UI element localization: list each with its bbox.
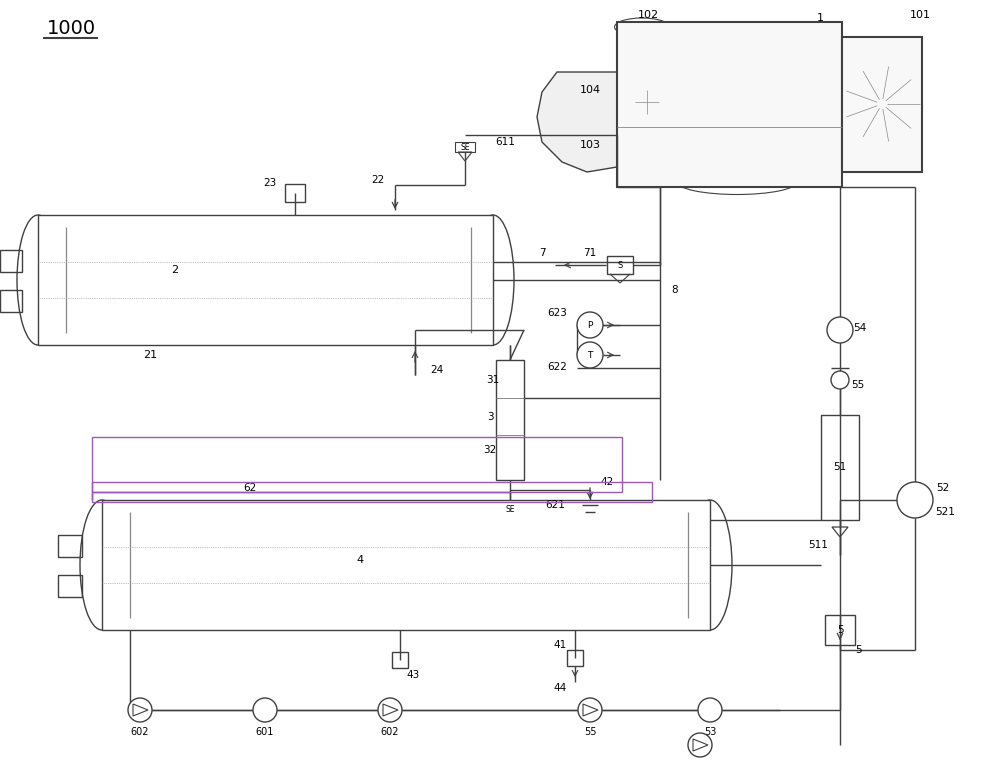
Polygon shape bbox=[537, 72, 617, 172]
Circle shape bbox=[698, 698, 722, 722]
Text: 32: 32 bbox=[483, 445, 497, 455]
Ellipse shape bbox=[17, 215, 59, 345]
Circle shape bbox=[577, 312, 603, 338]
Text: 622: 622 bbox=[547, 362, 567, 372]
Text: 621: 621 bbox=[545, 500, 565, 510]
Text: 602: 602 bbox=[131, 727, 149, 737]
Text: 21: 21 bbox=[143, 350, 157, 360]
Text: 521: 521 bbox=[935, 507, 955, 517]
Bar bbox=[285, 184, 305, 202]
Text: 1: 1 bbox=[816, 13, 824, 23]
Text: 52: 52 bbox=[936, 483, 950, 493]
Text: 104: 104 bbox=[579, 85, 601, 95]
Circle shape bbox=[378, 698, 402, 722]
Bar bbox=[102, 500, 710, 630]
Text: 71: 71 bbox=[583, 248, 597, 258]
Text: 62: 62 bbox=[243, 483, 257, 493]
Text: 43: 43 bbox=[406, 670, 420, 680]
Text: 55: 55 bbox=[584, 727, 596, 737]
Bar bbox=[496, 360, 524, 480]
Text: 2: 2 bbox=[171, 265, 179, 275]
Text: 51: 51 bbox=[833, 462, 847, 472]
Text: 8: 8 bbox=[672, 285, 678, 295]
Bar bbox=[58, 535, 82, 557]
Circle shape bbox=[831, 371, 849, 389]
Circle shape bbox=[688, 733, 712, 757]
Bar bbox=[842, 37, 922, 172]
Text: 53: 53 bbox=[704, 727, 716, 737]
Text: 602: 602 bbox=[381, 727, 399, 737]
Text: 44: 44 bbox=[553, 683, 567, 693]
Text: 41: 41 bbox=[553, 640, 567, 650]
Text: 4: 4 bbox=[356, 555, 364, 565]
Text: 5: 5 bbox=[855, 645, 861, 655]
Text: 1000: 1000 bbox=[47, 19, 96, 38]
Bar bbox=[567, 650, 583, 666]
Bar bbox=[455, 142, 475, 152]
Text: 611: 611 bbox=[495, 137, 515, 147]
Bar bbox=[58, 575, 82, 597]
Text: T: T bbox=[587, 350, 593, 359]
Circle shape bbox=[253, 698, 277, 722]
Bar bbox=[0, 290, 22, 312]
Text: 24: 24 bbox=[430, 365, 444, 375]
Text: 7: 7 bbox=[539, 248, 545, 258]
Text: 42: 42 bbox=[600, 477, 614, 487]
Text: SE: SE bbox=[505, 506, 515, 515]
Bar bbox=[825, 615, 855, 645]
Bar bbox=[392, 652, 408, 668]
Bar bbox=[92, 482, 652, 502]
Ellipse shape bbox=[614, 18, 670, 36]
Circle shape bbox=[897, 482, 933, 518]
Text: 3: 3 bbox=[487, 412, 493, 422]
Text: 623: 623 bbox=[547, 308, 567, 318]
Text: 103: 103 bbox=[580, 140, 600, 150]
Ellipse shape bbox=[80, 500, 124, 630]
Text: 602: 602 bbox=[691, 740, 709, 750]
Text: 22: 22 bbox=[371, 175, 385, 185]
Circle shape bbox=[577, 342, 603, 368]
Text: 23: 23 bbox=[263, 178, 277, 188]
Text: S: S bbox=[617, 261, 623, 270]
Bar bbox=[0, 250, 22, 272]
Ellipse shape bbox=[677, 169, 797, 195]
Text: 102: 102 bbox=[637, 10, 659, 20]
Circle shape bbox=[629, 84, 665, 120]
Bar bbox=[607, 256, 633, 274]
Text: 54: 54 bbox=[853, 323, 867, 333]
Text: 511: 511 bbox=[808, 540, 828, 550]
Text: 101: 101 bbox=[910, 10, 930, 20]
Text: P: P bbox=[587, 321, 593, 329]
Text: 55: 55 bbox=[851, 380, 865, 390]
Circle shape bbox=[827, 317, 853, 343]
Circle shape bbox=[128, 698, 152, 722]
Ellipse shape bbox=[688, 500, 732, 630]
Bar bbox=[38, 215, 493, 345]
Text: 601: 601 bbox=[256, 727, 274, 737]
Bar bbox=[500, 505, 520, 515]
Ellipse shape bbox=[472, 215, 514, 345]
Bar bbox=[92, 437, 622, 492]
Text: 31: 31 bbox=[486, 375, 500, 385]
Text: SE: SE bbox=[460, 142, 470, 152]
Bar bbox=[617, 22, 842, 187]
Text: 5: 5 bbox=[837, 625, 843, 635]
Circle shape bbox=[578, 698, 602, 722]
Bar bbox=[821, 415, 859, 520]
